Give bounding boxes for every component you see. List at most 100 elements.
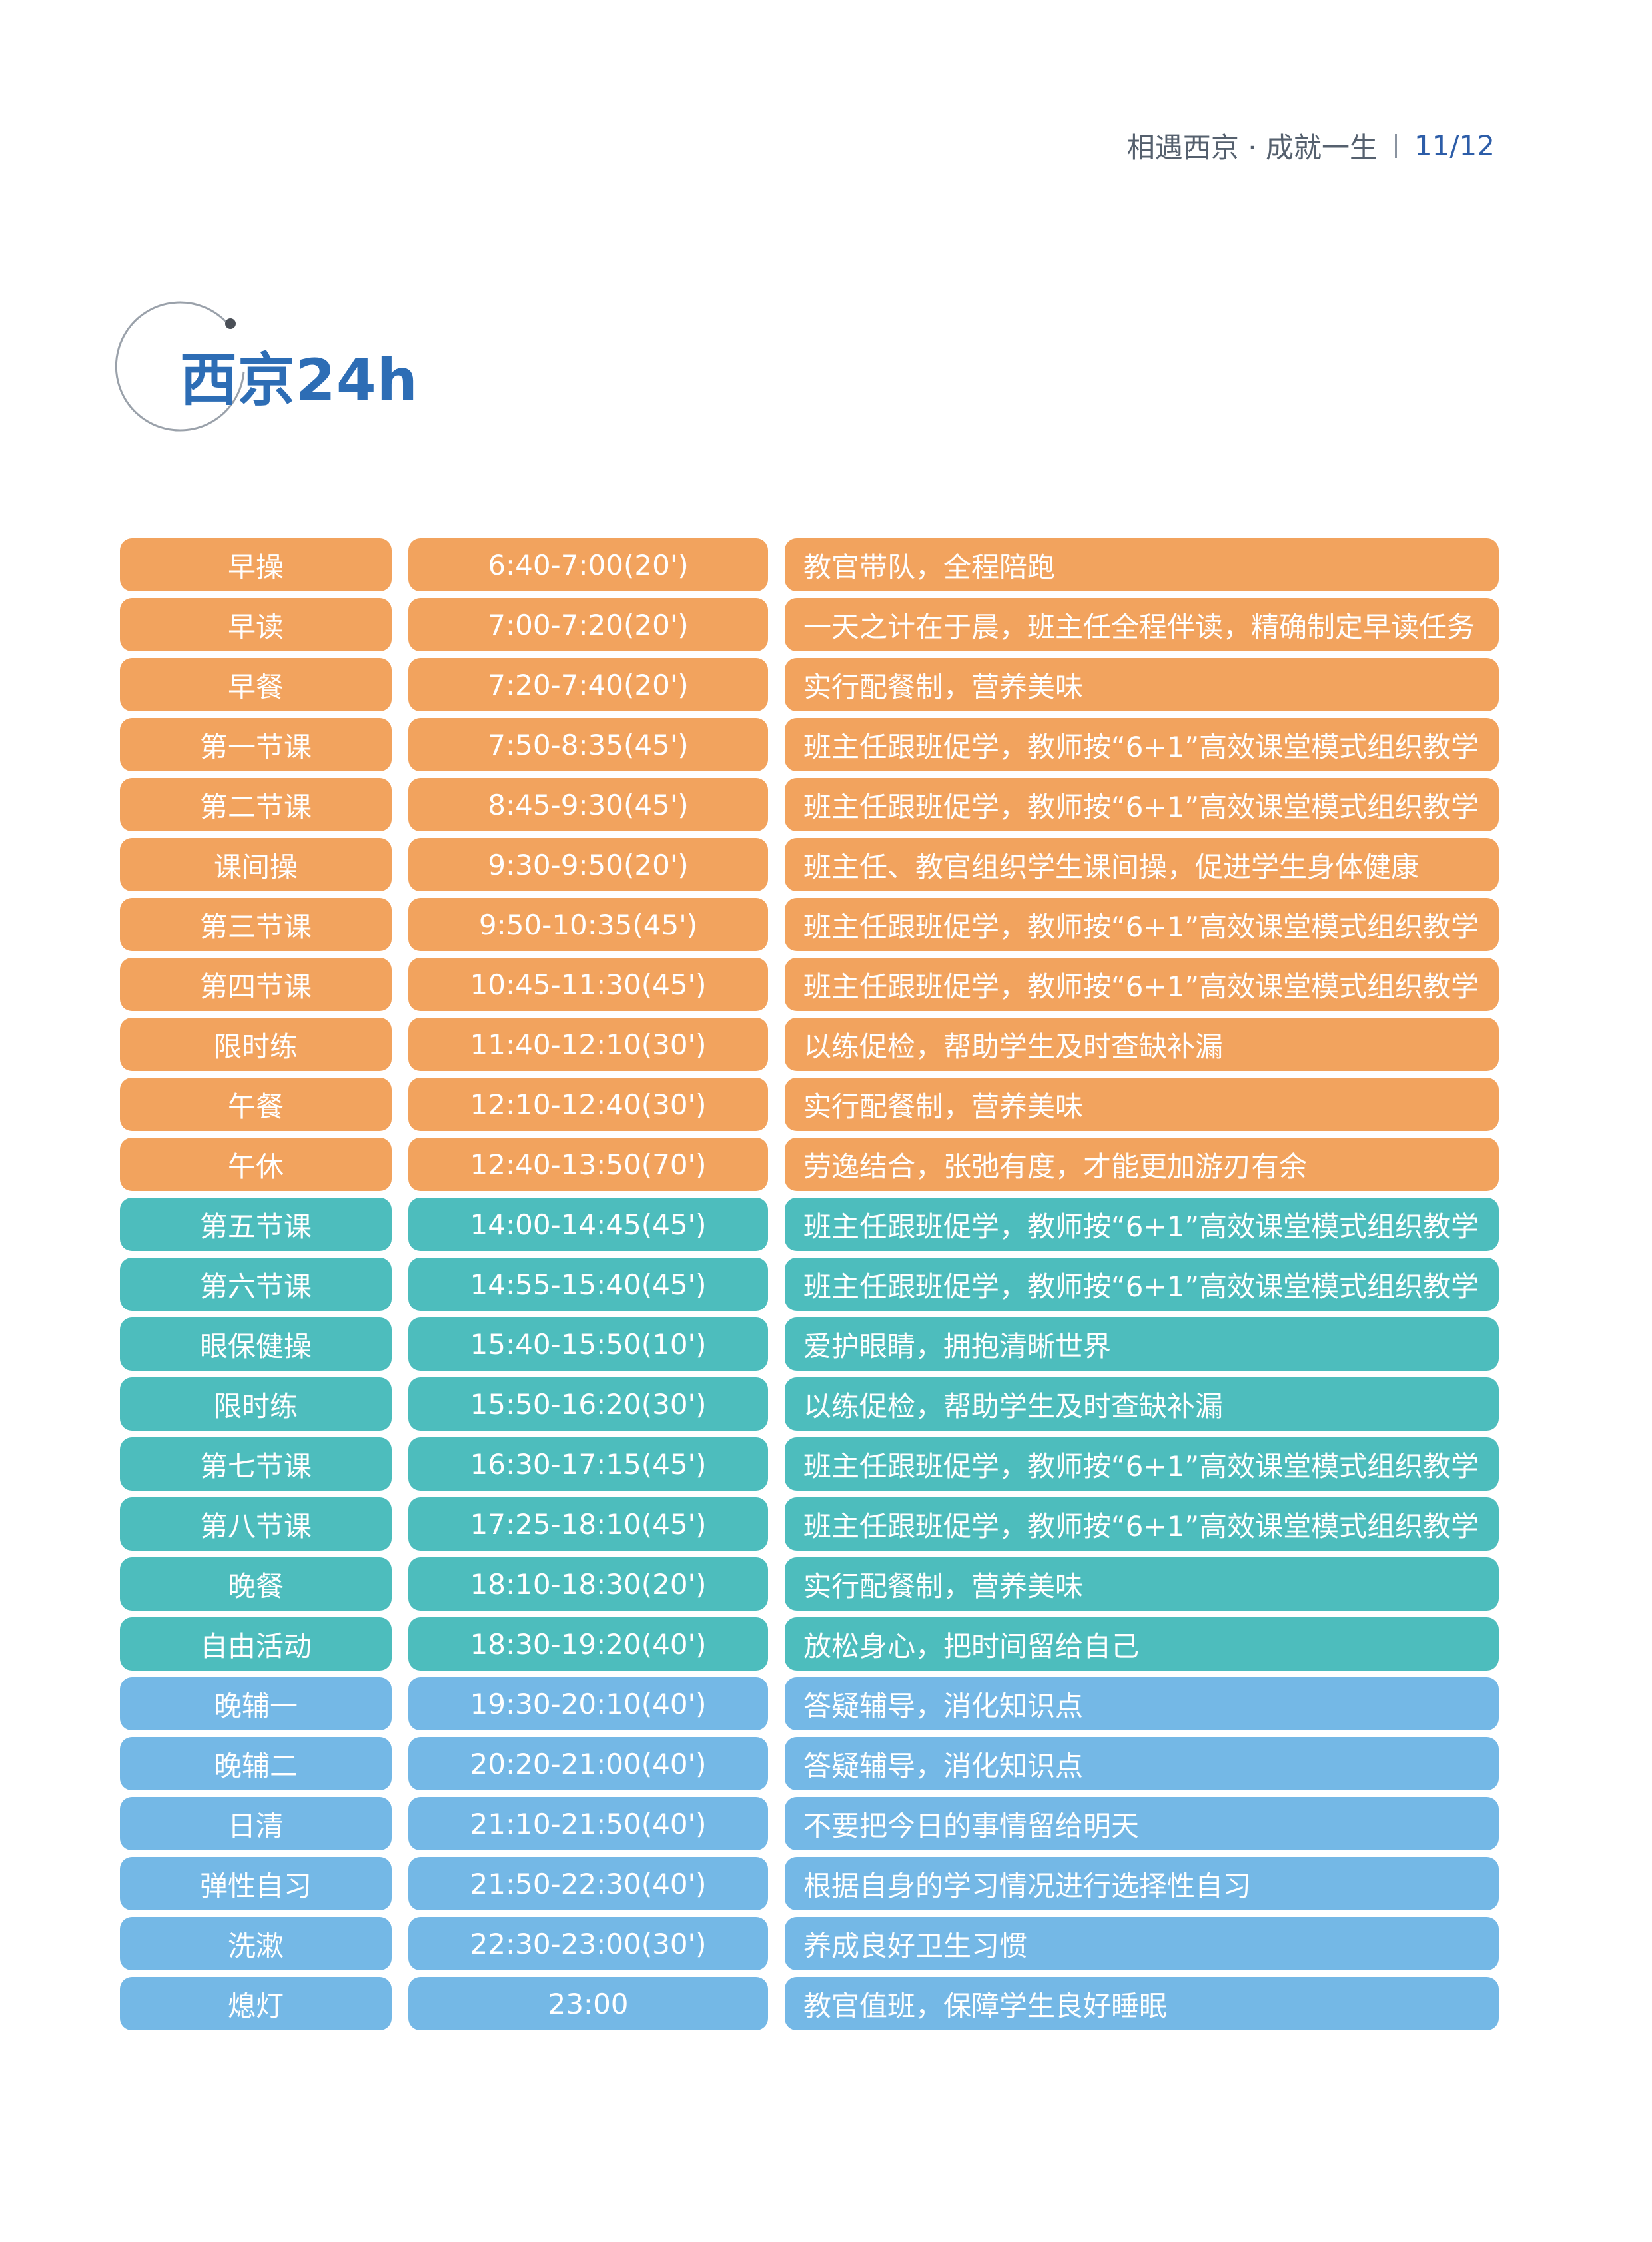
title-arc-decoration (113, 298, 246, 432)
description-cell: 班主任跟班促学，教师按“6+1”高效课堂模式组织教学 (785, 1258, 1499, 1311)
time-cell: 12:40-13:50(70') (408, 1138, 768, 1191)
description-cell: 一天之计在于晨，班主任全程伴读，精确制定早读任务 (785, 598, 1499, 651)
activity-cell: 日清 (120, 1797, 392, 1850)
schedule-row: 晚辅一 19:30-20:10(40') 答疑辅导，消化知识点 (120, 1677, 1499, 1730)
page-header: 相遇西京 · 成就一生 11/12 (1127, 125, 1495, 166)
time-cell: 23:00 (408, 1977, 768, 2030)
activity-cell: 早读 (120, 598, 392, 651)
time-cell: 7:50-8:35(45') (408, 718, 768, 771)
time-cell: 9:30-9:50(20') (408, 838, 768, 891)
time-cell: 9:50-10:35(45') (408, 898, 768, 951)
description-cell: 根据自身的学习情况进行选择性自习 (785, 1857, 1499, 1910)
activity-cell: 第四节课 (120, 958, 392, 1011)
description-cell: 劳逸结合，张弛有度，才能更加游刃有余 (785, 1138, 1499, 1191)
schedule-row: 眼保健操 15:40-15:50(10') 爱护眼睛，拥抱清晰世界 (120, 1317, 1499, 1371)
activity-cell: 洗漱 (120, 1917, 392, 1970)
schedule-row: 第四节课 10:45-11:30(45') 班主任跟班促学，教师按“6+1”高效课堂… (120, 958, 1499, 1011)
description-cell: 教官值班，保障学生良好睡眠 (785, 1977, 1499, 2030)
schedule-row: 限时练 11:40-12:10(30') 以练促检，帮助学生及时查缺补漏 (120, 1018, 1499, 1071)
page-title: 西京24h (180, 347, 418, 414)
activity-cell: 自由活动 (120, 1617, 392, 1671)
schedule-row: 晚餐 18:10-18:30(20') 实行配餐制，营养美味 (120, 1557, 1499, 1611)
header-tagline: 相遇西京 · 成就一生 (1126, 131, 1378, 164)
time-cell: 18:10-18:30(20') (408, 1557, 768, 1611)
time-cell: 17:25-18:10(45') (408, 1497, 768, 1551)
schedule-row: 第一节课 7:50-8:35(45') 班主任跟班促学，教师按“6+1”高效课堂模式… (120, 718, 1499, 771)
activity-cell: 晚餐 (120, 1557, 392, 1611)
time-cell: 20:20-21:00(40') (408, 1737, 768, 1790)
activity-cell: 眼保健操 (120, 1317, 392, 1371)
header-divider (1394, 133, 1397, 158)
time-cell: 16:30-17:15(45') (408, 1437, 768, 1491)
time-cell: 14:00-14:45(45') (408, 1198, 768, 1251)
time-cell: 21:10-21:50(40') (408, 1797, 768, 1850)
activity-cell: 第一节课 (120, 718, 392, 771)
activity-cell: 早餐 (120, 658, 392, 711)
schedule-row: 熄灯 23:00 教官值班，保障学生良好睡眠 (120, 1977, 1499, 2030)
description-cell: 爱护眼睛，拥抱清晰世界 (785, 1317, 1499, 1371)
activity-cell: 第七节课 (120, 1437, 392, 1491)
activity-cell: 第六节课 (120, 1258, 392, 1311)
activity-cell: 第八节课 (120, 1497, 392, 1551)
description-cell: 班主任、教官组织学生课间操，促进学生身体健康 (785, 838, 1499, 891)
activity-cell: 课间操 (120, 838, 392, 891)
schedule-row: 第七节课 16:30-17:15(45') 班主任跟班促学，教师按“6+1”高效课堂… (120, 1437, 1499, 1491)
time-cell: 19:30-20:10(40') (408, 1677, 768, 1730)
time-cell: 11:40-12:10(30') (408, 1018, 768, 1071)
description-cell: 班主任跟班促学，教师按“6+1”高效课堂模式组织教学 (785, 1437, 1499, 1491)
activity-cell: 晚辅二 (120, 1737, 392, 1790)
description-cell: 养成良好卫生习惯 (785, 1917, 1499, 1970)
description-cell: 放松身心，把时间留给自己 (785, 1617, 1499, 1671)
activity-cell: 午休 (120, 1138, 392, 1191)
activity-cell: 弹性自习 (120, 1857, 392, 1910)
schedule-row: 早操 6:40-7:00(20') 教官带队，全程陪跑 (120, 538, 1499, 591)
time-cell: 22:30-23:00(30') (408, 1917, 768, 1970)
schedule-row: 第六节课 14:55-15:40(45') 班主任跟班促学，教师按“6+1”高效课堂… (120, 1258, 1499, 1311)
schedule-row: 第三节课 9:50-10:35(45') 班主任跟班促学，教师按“6+1”高效课堂模… (120, 898, 1499, 951)
schedule-row: 自由活动 18:30-19:20(40') 放松身心，把时间留给自己 (120, 1617, 1499, 1671)
schedule-row: 午休 12:40-13:50(70') 劳逸结合，张弛有度，才能更加游刃有余 (120, 1138, 1499, 1191)
description-cell: 答疑辅导，消化知识点 (785, 1677, 1499, 1730)
description-cell: 不要把今日的事情留给明天 (785, 1797, 1499, 1850)
activity-cell: 早操 (120, 538, 392, 591)
schedule-row: 午餐 12:10-12:40(30') 实行配餐制，营养美味 (120, 1078, 1499, 1131)
activity-cell: 第五节课 (120, 1198, 392, 1251)
schedule-row: 晚辅二 20:20-21:00(40') 答疑辅导，消化知识点 (120, 1737, 1499, 1790)
activity-cell: 午餐 (120, 1078, 392, 1131)
schedule-row: 限时练 15:50-16:20(30') 以练促检，帮助学生及时查缺补漏 (120, 1377, 1499, 1431)
schedule-row: 洗漱 22:30-23:00(30') 养成良好卫生习惯 (120, 1917, 1499, 1970)
description-cell: 班主任跟班促学，教师按“6+1”高效课堂模式组织教学 (785, 718, 1499, 771)
schedule-table: 早操 6:40-7:00(20') 教官带队，全程陪跑早读 7:00-7:20(20'… (120, 538, 1499, 2037)
schedule-row: 弹性自习 21:50-22:30(40') 根据自身的学习情况进行选择性自习 (120, 1857, 1499, 1910)
time-cell: 18:30-19:20(40') (408, 1617, 768, 1671)
activity-cell: 晚辅一 (120, 1677, 392, 1730)
schedule-row: 课间操 9:30-9:50(20') 班主任、教官组织学生课间操，促进学生身体健康 (120, 838, 1499, 891)
time-cell: 8:45-9:30(45') (408, 778, 768, 831)
activity-cell: 第二节课 (120, 778, 392, 831)
schedule-row: 日清 21:10-21:50(40') 不要把今日的事情留给明天 (120, 1797, 1499, 1850)
arc-icon (115, 301, 245, 432)
description-cell: 以练促检，帮助学生及时查缺补漏 (785, 1377, 1499, 1431)
description-cell: 班主任跟班促学，教师按“6+1”高效课堂模式组织教学 (785, 1198, 1499, 1251)
activity-cell: 限时练 (120, 1377, 392, 1431)
time-cell: 21:50-22:30(40') (408, 1857, 768, 1910)
activity-cell: 熄灯 (120, 1977, 392, 2030)
schedule-row: 早餐 7:20-7:40(20') 实行配餐制，营养美味 (120, 658, 1499, 711)
activity-cell: 限时练 (120, 1018, 392, 1071)
description-cell: 教官带队，全程陪跑 (785, 538, 1499, 591)
description-cell: 实行配餐制，营养美味 (785, 658, 1499, 711)
schedule-row: 早读 7:00-7:20(20') 一天之计在于晨，班主任全程伴读，精确制定早读任务 (120, 598, 1499, 651)
description-cell: 实行配餐制，营养美味 (785, 1557, 1499, 1611)
time-cell: 6:40-7:00(20') (408, 538, 768, 591)
schedule-row: 第二节课 8:45-9:30(45') 班主任跟班促学，教师按“6+1”高效课堂模式… (120, 778, 1499, 831)
schedule-row: 第五节课 14:00-14:45(45') 班主任跟班促学，教师按“6+1”高效课堂… (120, 1198, 1499, 1251)
time-cell: 7:20-7:40(20') (408, 658, 768, 711)
time-cell: 12:10-12:40(30') (408, 1078, 768, 1131)
description-cell: 班主任跟班促学，教师按“6+1”高效课堂模式组织教学 (785, 778, 1499, 831)
description-cell: 班主任跟班促学，教师按“6+1”高效课堂模式组织教学 (785, 958, 1499, 1011)
schedule-row: 第八节课 17:25-18:10(45') 班主任跟班促学，教师按“6+1”高效课堂… (120, 1497, 1499, 1551)
time-cell: 7:00-7:20(20') (408, 598, 768, 651)
time-cell: 15:50-16:20(30') (408, 1377, 768, 1431)
description-cell: 实行配餐制，营养美味 (785, 1078, 1499, 1131)
description-cell: 答疑辅导，消化知识点 (785, 1737, 1499, 1790)
